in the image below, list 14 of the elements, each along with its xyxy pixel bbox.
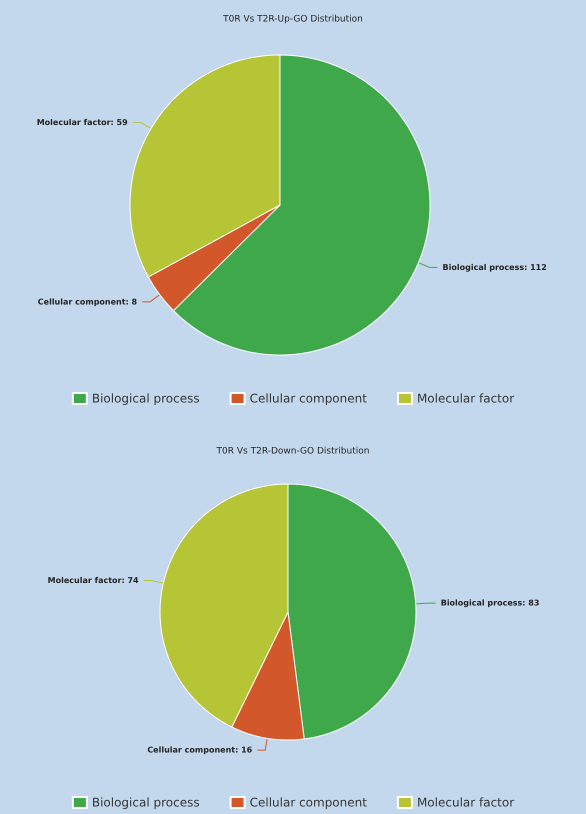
data-label: Cellular component: 8 [38,297,138,306]
data-label: Molecular factor: 59 [36,118,128,127]
legend-label: Molecular factor [416,392,514,406]
legend-label: Cellular component [250,392,368,406]
legend-label: Molecular factor [416,796,514,810]
data-label: Molecular factor: 74 [48,576,140,585]
chart-title: T0R Vs T2R-Down-GO Distribution [216,446,370,456]
data-label: Cellular component: 16 [147,746,253,755]
data-label: Biological process: 83 [440,598,540,608]
chart-title: T0R Vs T2R-Up-GO Distribution [222,14,363,24]
legend-label: Cellular component [250,796,368,810]
legend-label: Biological process [92,392,200,406]
data-label: Biological process: 112 [442,262,547,272]
legend-label: Biological process [92,796,200,810]
